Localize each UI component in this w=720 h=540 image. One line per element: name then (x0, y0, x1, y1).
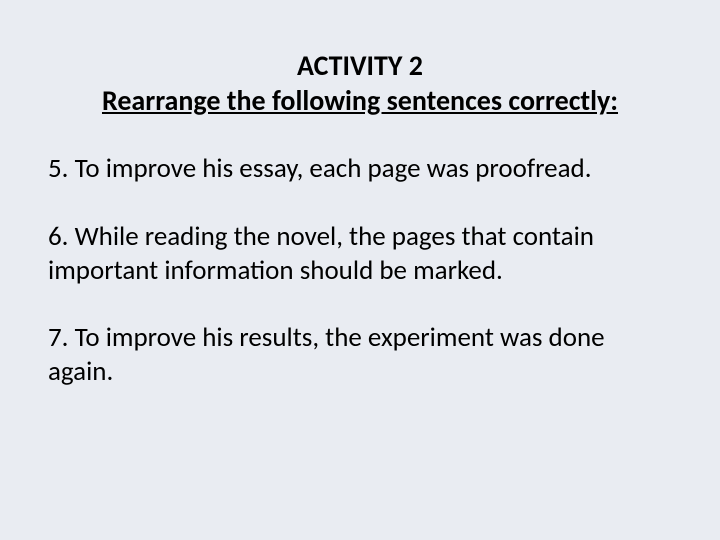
list-item: 7. To improve his results, the experimen… (48, 321, 672, 389)
slide: ACTIVITY 2 Rearrange the following sente… (0, 0, 720, 540)
item-number: 7. (48, 321, 69, 354)
sentence-list: 5. To improve his essay, each page was p… (48, 152, 672, 389)
item-number: 6. (48, 220, 69, 253)
item-number: 5. (48, 152, 69, 185)
list-item: 5. To improve his essay, each page was p… (48, 152, 672, 186)
list-item: 6. While reading the novel, the pages th… (48, 220, 672, 288)
item-text: To improve his results, the experiment w… (48, 321, 605, 388)
item-text: While reading the novel, the pages that … (48, 220, 594, 287)
activity-heading: ACTIVITY 2 Rearrange the following sente… (48, 48, 672, 118)
item-text: To improve his essay, each page was proo… (75, 152, 592, 185)
activity-title: ACTIVITY 2 (88, 48, 632, 83)
activity-subtitle: Rearrange the following sentences correc… (88, 83, 632, 118)
